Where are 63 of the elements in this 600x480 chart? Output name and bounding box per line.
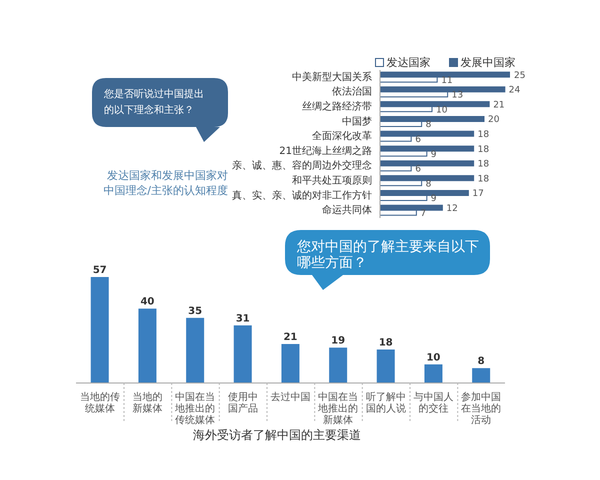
data-label: 9: [430, 194, 437, 204]
bar: [90, 277, 109, 383]
data-label: 20: [488, 115, 500, 126]
x-tick-label: 使用中国产品: [228, 391, 258, 414]
data-label: 7: [420, 208, 426, 219]
bar: [424, 364, 442, 383]
y-tick-label: 依法治国: [332, 86, 372, 98]
text: 海外受访者了解中国的主要渠道: [192, 427, 362, 443]
y-tick-label: 和平共处五项原则: [292, 174, 372, 186]
data-label: 40: [140, 296, 154, 308]
x-tick-label: 当地的传统媒体: [80, 391, 120, 414]
data-label: 18: [478, 144, 490, 155]
data-label: 6: [415, 134, 422, 145]
data-label: 25: [514, 70, 526, 81]
bar: [472, 368, 490, 383]
data-label: 18: [478, 130, 490, 140]
bar: [234, 325, 252, 383]
x-tick-label: 去过中国: [270, 391, 310, 403]
data-label: 18: [478, 160, 490, 170]
y-tick-label: 中国梦: [342, 115, 372, 128]
x-tick-label: 中国在当地推出的新媒体: [317, 391, 358, 426]
data-label: 8: [426, 179, 432, 190]
x-tick-label: 参加中国在当地的活动: [461, 391, 502, 426]
data-label: 18: [478, 174, 490, 184]
data-label: 12: [446, 204, 458, 214]
x-tick-label: 中国在当地推出的传统媒体: [174, 391, 216, 426]
data-label: 21: [493, 100, 505, 110]
data-label: 10: [436, 105, 448, 116]
data-label: 57: [92, 265, 107, 276]
data-label: 13: [452, 90, 464, 101]
legend-label: 发达国家: [386, 54, 430, 70]
data-label: 11: [441, 76, 453, 86]
data-label: 17: [472, 189, 484, 200]
y-tick-label: 真、实、亲、诚的对非工作方针: [232, 189, 372, 202]
bar: [376, 350, 395, 383]
bar: [281, 344, 300, 383]
y-tick-label: 中美新型大国关系: [292, 70, 372, 83]
bar: [329, 348, 348, 383]
data-label: 35: [188, 306, 202, 317]
bar: [138, 308, 156, 383]
legend-label: 发展中国家: [460, 54, 516, 70]
data-label: 8: [478, 356, 485, 368]
data-label: 18: [378, 338, 393, 349]
x-tick-label: 听了解中国的人说: [366, 391, 406, 414]
y-tick-label: 21世纪海上丝绸之路: [279, 144, 372, 157]
data-label: 9: [430, 150, 437, 160]
y-tick-label: 丝绸之路经济带: [302, 100, 372, 112]
data-label: 31: [236, 313, 250, 324]
bar: [186, 318, 204, 383]
x-tick-label: 当地的新媒体: [132, 391, 162, 414]
data-label: 21: [283, 332, 298, 343]
x-tick-label: 与中国人的交往: [414, 391, 454, 414]
y-tick-label: 亲、诚、惠、容的周边外交理念: [232, 160, 372, 172]
data-label: 8: [426, 120, 432, 130]
data-label: 24: [508, 86, 521, 96]
text: 发达国家和发展中国家对中国理念/主张的认知程度: [102, 168, 228, 198]
data-label: 10: [426, 352, 440, 364]
y-tick-label: 命运共同体: [322, 204, 372, 216]
y-tick-label: 全面深化改革: [312, 130, 372, 142]
data-label: 6: [415, 164, 422, 175]
data-label: 19: [331, 336, 346, 347]
text: 您是否听说过中国提出的以下理念和主张？: [104, 88, 205, 118]
text: 您对中国的了解主要来自以下哪些方面？: [297, 239, 479, 271]
